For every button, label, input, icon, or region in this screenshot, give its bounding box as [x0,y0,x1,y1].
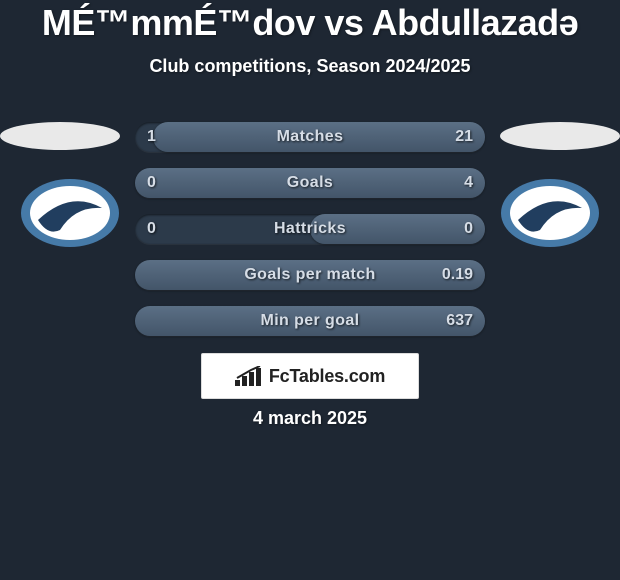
stat-label: Goals [135,168,485,198]
club-badge-right [500,178,600,248]
stat-row-min-per-goal: Min per goal 637 [135,306,485,336]
stat-label: Hattricks [135,214,485,244]
brand-box: FcTables.com [201,353,419,399]
page-subtitle: Club competitions, Season 2024/2025 [0,56,620,77]
stat-row-goals: 0 Goals 4 [135,168,485,198]
player-platform-left [0,122,120,150]
club-badge-left [20,178,120,248]
stat-value-right: 21 [455,122,473,152]
stat-row-goals-per-match: Goals per match 0.19 [135,260,485,290]
brand-text: FcTables.com [269,366,385,387]
stat-row-matches: 1 Matches 21 [135,122,485,152]
stat-value-right: 4 [464,168,473,198]
stat-label: Goals per match [135,260,485,290]
page-title: MÉ™mmÉ™dov vs Abdullazadə [0,0,620,44]
stat-value-right: 0 [464,214,473,244]
player-platform-right [500,122,620,150]
stat-label: Matches [135,122,485,152]
stat-row-hattricks: 0 Hattricks 0 [135,214,485,244]
stat-label: Min per goal [135,306,485,336]
page-date: 4 march 2025 [0,408,620,429]
stats-table: 1 Matches 21 0 Goals 4 0 Hattricks 0 Goa… [135,122,485,352]
brand-logo-icon [235,366,263,386]
stat-value-right: 637 [446,306,473,336]
stat-value-right: 0.19 [442,260,473,290]
